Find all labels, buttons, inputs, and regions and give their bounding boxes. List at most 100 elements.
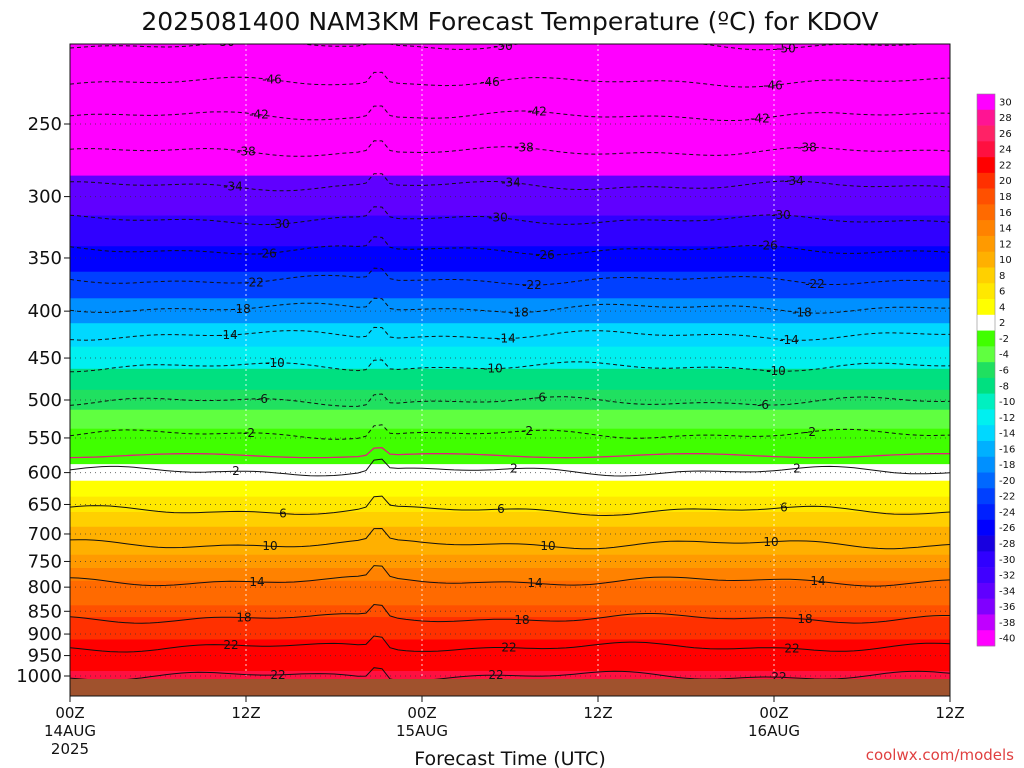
y-tick-label: 700 — [28, 524, 62, 545]
isotherm-label: -2 — [804, 425, 816, 439]
temperature-band — [70, 540, 950, 556]
colorbar-swatch — [977, 251, 995, 268]
colorbar-label: 14 — [999, 224, 1012, 235]
colorbar-label: 4 — [999, 302, 1005, 313]
isotherm-label: 14 — [249, 575, 264, 589]
colorbar-swatch — [977, 125, 995, 142]
isotherm-line — [70, 635, 950, 653]
colorbar-label: 24 — [999, 145, 1012, 156]
colorbar-label: 6 — [999, 287, 1005, 298]
y-tick-label: 500 — [28, 390, 62, 411]
isotherm-line — [70, 458, 950, 477]
colorbar: 30 28 26 24 22 20 18 16 14 12 10 8 6 4 2 -2 -4 -6 -8 -10 -12… — [976, 93, 1015, 647]
x-tick-year: 2025 — [51, 740, 89, 758]
isotherm-line — [70, 495, 950, 517]
y-tick-label: 550 — [28, 428, 62, 449]
isotherm-line — [70, 206, 950, 226]
y-tick-label: 300 — [28, 187, 62, 208]
colorbar-swatch — [977, 614, 995, 631]
isotherm-label: -26 — [257, 246, 277, 260]
colorbar-label: -32 — [999, 571, 1015, 582]
y-tick-label: 400 — [28, 301, 62, 322]
isotherm-label: -38 — [236, 144, 256, 158]
isotherm-label: -46 — [262, 73, 282, 87]
colorbar-label: 22 — [999, 160, 1012, 171]
colorbar-swatch — [977, 630, 995, 647]
colorbar-swatch — [977, 425, 995, 442]
colorbar-label: -20 — [999, 476, 1015, 487]
temperature-band — [70, 480, 950, 498]
x-tick-label: 12Z — [583, 704, 612, 722]
colorbar-swatch — [977, 551, 995, 568]
colorbar-swatch — [977, 456, 995, 473]
temperature-band — [70, 139, 950, 177]
colorbar-swatch — [977, 567, 995, 584]
temperature-color-bands — [70, 44, 950, 696]
y-tick-label: 250 — [28, 114, 62, 135]
isotherm-label: 18 — [514, 613, 529, 627]
y-tick-label: 800 — [28, 577, 62, 598]
colorbar-swatch — [977, 204, 995, 221]
isotherm-label: -18 — [231, 302, 251, 316]
colorbar-label: 28 — [999, 113, 1012, 124]
isotherm-label: -6 — [534, 391, 546, 405]
y-tick-label: 950 — [28, 646, 62, 667]
colorbar-label: -28 — [999, 539, 1015, 550]
isotherm-line — [70, 267, 950, 286]
isotherm-label: -26 — [535, 248, 555, 262]
x-tick-date: 14AUG — [44, 722, 96, 740]
pressure-axis: 2503003504004505005506006507007508008509… — [16, 114, 70, 687]
isotherm-label: -50 — [215, 35, 235, 49]
isotherm-label: 14 — [527, 576, 542, 590]
x-tick-label: 12Z — [231, 704, 260, 722]
isotherm-label: -42 — [750, 112, 770, 126]
isotherm-label: 2 — [793, 461, 801, 475]
colorbar-swatch — [977, 94, 995, 111]
temperature-band — [70, 271, 950, 299]
y-tick-label: 350 — [28, 248, 62, 269]
isotherm-line — [70, 326, 950, 341]
x-tick-label: 00Z — [55, 704, 84, 722]
colorbar-label: 26 — [999, 129, 1012, 140]
isotherm-label: 18 — [236, 611, 251, 625]
isotherm-line — [70, 44, 925, 51]
isotherm-label: 6 — [497, 502, 505, 516]
colorbar-swatch — [977, 598, 995, 615]
isotherm-line — [70, 105, 950, 121]
isotherm-label: -6 — [256, 392, 268, 406]
colorbar-label: -10 — [999, 397, 1015, 408]
isotherm-line — [70, 393, 950, 407]
colorbar-label: -38 — [999, 618, 1015, 629]
colorbar-swatch — [977, 267, 995, 284]
colorbar-label: 30 — [999, 97, 1012, 108]
credit-text: coolwx.com/models — [866, 746, 1014, 764]
colorbar-label: 10 — [999, 255, 1012, 266]
colorbar-label: -34 — [999, 586, 1015, 597]
colorbar-swatch — [977, 535, 995, 552]
colorbar-swatch — [977, 393, 995, 410]
isotherm-label: -46 — [763, 78, 783, 92]
isotherm-label: 22 — [784, 641, 799, 655]
isotherm-label: 22 — [501, 641, 516, 655]
colorbar-swatch — [977, 172, 995, 189]
temperature-band — [70, 511, 950, 528]
chart-title: 2025081400 NAM3KM Forecast Temperature (… — [141, 7, 878, 36]
isotherm-label: -18 — [792, 306, 812, 320]
colorbar-swatch — [977, 235, 995, 253]
isotherm-line — [70, 603, 950, 624]
y-tick-label: 650 — [28, 494, 62, 515]
x-tick-date: 15AUG — [396, 722, 448, 740]
y-tick-label: 850 — [28, 601, 62, 622]
isotherm-label: -14 — [496, 331, 516, 345]
isotherm-label: -34 — [223, 180, 243, 194]
temperature-band — [70, 409, 950, 430]
colorbar-label: 2 — [999, 318, 1005, 329]
x-axis-title: Forecast Time (UTC) — [414, 748, 605, 768]
isotherm-label: -30 — [270, 217, 290, 231]
isotherm-label: -42 — [527, 105, 547, 119]
isotherm-label: 2 — [232, 464, 240, 478]
temperature-band — [70, 323, 950, 348]
colorbar-swatch — [977, 299, 995, 316]
isotherm-label: -50 — [493, 39, 513, 53]
colorbar-swatch — [977, 283, 995, 300]
